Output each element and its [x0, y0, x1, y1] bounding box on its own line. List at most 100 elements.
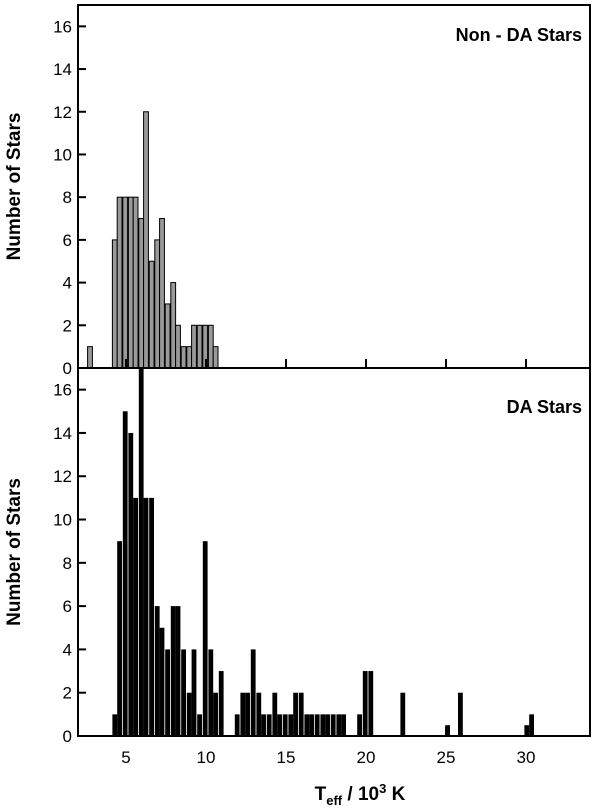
non-da-bar-10 [159, 218, 165, 369]
non-da-bar-6 [138, 218, 145, 369]
non-da-ytick-label-8: 8 [63, 188, 72, 207]
da-xtick-label-5: 5 [121, 748, 130, 767]
da-bar-43 [362, 671, 368, 736]
da-bar-16 [197, 714, 202, 736]
da-xtick-label-10: 10 [197, 748, 216, 767]
non-da-bar-4 [127, 196, 134, 369]
da-bar-29 [277, 714, 282, 736]
da-ytick-label-14: 14 [53, 424, 72, 443]
non-da-bar-15 [186, 346, 193, 369]
non-da-bar-9 [154, 239, 161, 369]
da-bar-6 [143, 497, 149, 736]
da-bar-3 [128, 432, 134, 736]
da-bar-13 [181, 649, 186, 736]
da-bar-37 [320, 714, 326, 736]
da-bar-10 [165, 649, 170, 736]
da-xtick-label-25: 25 [437, 748, 456, 767]
da-bar-35 [309, 714, 314, 736]
non-da-bar-2 [116, 196, 123, 369]
da-bar-0 [112, 714, 118, 736]
non-da-bar-8 [148, 260, 155, 369]
non-da-panel-title: Non - DA Stars [456, 25, 582, 45]
non-da-ytick-label-6: 6 [63, 231, 72, 250]
da-ytick-label-0: 0 [63, 727, 72, 746]
da-xtick-label-20: 20 [357, 748, 376, 767]
non-da-bar-12 [170, 282, 177, 369]
da-bar-21 [234, 714, 240, 736]
non-da-bar-14 [180, 346, 187, 369]
da-bar-17 [202, 541, 208, 736]
da-ytick-label-2: 2 [63, 684, 72, 703]
da-ytick-label-4: 4 [63, 640, 72, 659]
non-da-bar-7 [143, 111, 149, 369]
non-da-ytick-label-4: 4 [63, 274, 72, 293]
non-da-ytick-label-0: 0 [63, 359, 72, 378]
da-bar-27 [266, 714, 272, 736]
da-bar-36 [314, 714, 320, 736]
da-bar-33 [298, 692, 304, 736]
da-bar-9 [159, 627, 165, 736]
x-axis-label: Teff / 103 K [315, 781, 406, 808]
da-bar-42 [357, 714, 362, 736]
da-bar-31 [288, 714, 294, 736]
da-bar-24 [250, 649, 256, 736]
da-frame [77, 367, 591, 737]
da-bar-12 [175, 606, 181, 736]
da-bar-46 [445, 725, 450, 736]
da-histogram: 0 2 4 6 8 10 12 14 16 5 10 15 20 25 30 DA Stars Number o… [4, 367, 591, 767]
da-bar-44 [368, 671, 374, 736]
da-ytick-label-6: 6 [63, 597, 72, 616]
da-bar-39 [330, 714, 336, 736]
da-bar-15 [191, 649, 197, 736]
da-ytick-label-16: 16 [53, 381, 72, 400]
da-bar-47 [458, 692, 463, 736]
da-bar-25 [256, 692, 262, 736]
da-bar-19 [213, 692, 218, 736]
non-da-bar-13 [175, 324, 181, 369]
non-da-bar-16 [191, 324, 197, 369]
non-da-bar-17 [196, 324, 203, 369]
da-bar-28 [272, 692, 278, 736]
da-bar-23 [245, 692, 250, 736]
da-bar-22 [240, 692, 246, 736]
da-bar-49 [529, 714, 534, 736]
da-bar-4 [133, 497, 138, 736]
non-da-ytick-label-14: 14 [53, 60, 72, 79]
da-panel-title: DA Stars [507, 397, 582, 417]
non-da-ytick-label-10: 10 [53, 145, 72, 164]
da-bar-41 [341, 714, 346, 736]
non-da-bar-19 [207, 324, 214, 369]
da-bar-34 [304, 714, 310, 736]
da-xtick-label-15: 15 [277, 748, 296, 767]
non-da-ytick-label-2: 2 [63, 316, 72, 335]
da-bar-18 [208, 649, 214, 736]
non-da-ytick-label-16: 16 [53, 17, 72, 36]
non-da-bar-5 [132, 196, 139, 369]
non-da-bar-20 [212, 346, 219, 369]
da-bar-40 [336, 714, 342, 736]
da-bar-14 [186, 692, 192, 736]
da-bar-11 [170, 606, 176, 736]
non-da-bar-0 [87, 346, 93, 369]
da-bar-30 [282, 714, 288, 736]
non-da-bar-3 [122, 196, 129, 369]
non-da-ytick-label-12: 12 [53, 103, 72, 122]
da-bar-7 [149, 497, 154, 736]
non-da-y-axis-label: Number of Stars [4, 113, 25, 261]
da-ytick-label-10: 10 [53, 511, 72, 530]
da-bar-1 [117, 541, 122, 736]
da-bar-2 [122, 411, 128, 736]
da-bar-45 [400, 692, 406, 736]
non-da-histogram: 0 2 4 6 8 10 12 14 16 Non - DA Stars Number of Sta… [4, 4, 591, 378]
non-da-bar-11 [164, 303, 171, 369]
da-bar-8 [154, 606, 160, 736]
da-bar-5 [138, 368, 144, 736]
da-bar-32 [293, 692, 298, 736]
da-y-axis-label: Number of Stars [4, 478, 25, 626]
da-bar-38 [325, 714, 330, 736]
da-ytick-label-8: 8 [63, 554, 72, 573]
da-xtick-label-30: 30 [517, 748, 536, 767]
da-bar-20 [218, 671, 224, 736]
da-bar-26 [261, 714, 266, 736]
